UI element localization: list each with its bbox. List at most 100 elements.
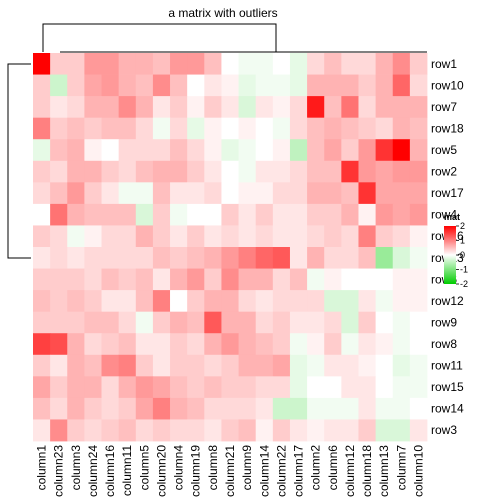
heatmap-cell — [84, 53, 102, 75]
heatmap-cell — [152, 74, 171, 97]
column-label: column5 — [137, 445, 151, 491]
heatmap-cell — [272, 354, 291, 377]
heatmap-cell — [152, 354, 171, 377]
heatmap-cell — [392, 397, 411, 420]
heatmap-cell — [324, 182, 342, 205]
heatmap-cell — [409, 160, 428, 183]
heatmap-cell — [67, 419, 85, 442]
heatmap-cell — [50, 203, 68, 226]
heatmap-cell — [67, 139, 85, 162]
heatmap-cell — [67, 376, 85, 399]
heatmap-cell — [221, 397, 239, 420]
legend-tick-label: -1 — [460, 265, 468, 275]
heatmap-cell — [307, 96, 325, 119]
heatmap-cell — [409, 333, 428, 356]
heatmap-cell — [255, 203, 274, 226]
heatmap-cell — [324, 268, 342, 291]
row-label: row2 — [431, 165, 457, 179]
heatmap-cell — [204, 397, 222, 420]
heatmap-cell — [33, 53, 51, 75]
heatmap-cell — [152, 225, 171, 248]
heatmap-cell — [375, 139, 394, 162]
heatmap-cell — [33, 419, 51, 442]
heatmap-cell — [392, 53, 411, 75]
row-label: row18 — [431, 121, 464, 135]
heatmap-cell — [152, 397, 171, 420]
column-label: column19 — [189, 445, 203, 497]
heatmap-cell — [204, 290, 222, 313]
heatmap-cell — [289, 182, 308, 205]
heatmap-cell — [392, 117, 411, 140]
heatmap-cell — [272, 53, 291, 75]
heatmap-cell — [33, 160, 51, 183]
column-label: column7 — [394, 445, 408, 491]
heatmap-cell — [118, 376, 137, 399]
legend-tick-label: 1 — [460, 236, 465, 246]
row-label: row10 — [431, 78, 464, 92]
heatmap-cell — [289, 74, 308, 97]
heatmap-cell — [272, 247, 291, 269]
heatmap-cell — [307, 182, 325, 205]
heatmap-cell — [101, 376, 120, 399]
heatmap-cell — [358, 182, 377, 205]
heatmap-cell — [33, 225, 51, 248]
heatmap-cell — [238, 74, 257, 97]
legend-tick-label: -2 — [460, 279, 468, 289]
heatmap-cell — [238, 139, 257, 162]
heatmap-cell — [170, 117, 188, 140]
heatmap-cell — [375, 203, 394, 226]
heatmap-cell — [152, 203, 171, 226]
heatmap-cell — [33, 247, 51, 269]
heatmap-cell — [289, 333, 308, 356]
heatmap-cell — [84, 96, 102, 119]
heatmap-cell — [392, 74, 411, 97]
heatmap-cell — [67, 117, 85, 140]
column-label: column2 — [309, 445, 323, 491]
heatmap-cell — [101, 290, 120, 313]
heatmap-cell — [289, 397, 308, 420]
heatmap-cell — [84, 203, 102, 226]
heatmap-cells — [33, 53, 428, 442]
heatmap-cell — [170, 247, 188, 269]
heatmap-cell — [409, 53, 428, 75]
heatmap-cell — [135, 74, 154, 97]
heatmap-cell — [170, 333, 188, 356]
heatmap-cell — [307, 225, 325, 248]
heatmap-cell — [187, 311, 205, 334]
heatmap-cell — [152, 333, 171, 356]
heatmap-cell — [170, 96, 188, 119]
heatmap-cell — [255, 290, 274, 313]
heatmap-cell — [392, 182, 411, 205]
heatmap-cell — [409, 225, 428, 248]
column-label: column4 — [172, 445, 186, 491]
column-label: column23 — [52, 445, 66, 497]
heatmap-cell — [118, 354, 137, 377]
heatmap-cell — [375, 117, 394, 140]
heatmap-cell — [375, 311, 394, 334]
heatmap-cell — [307, 117, 325, 140]
heatmap-cell — [358, 139, 377, 162]
heatmap-cell — [358, 74, 377, 97]
heatmap-cell — [255, 225, 274, 248]
heatmap-cell — [307, 397, 325, 420]
heatmap-cell — [272, 311, 291, 334]
heatmap-cell — [375, 247, 394, 269]
heatmap-cell — [341, 268, 359, 291]
row-label: row12 — [431, 294, 464, 308]
heatmap-cell — [101, 182, 120, 205]
heatmap-cell — [118, 290, 137, 313]
color-legend: mat 2 1 0 -1 -2 — [444, 212, 468, 289]
heatmap-cell — [204, 354, 222, 377]
heatmap-cell — [101, 268, 120, 291]
heatmap-cell — [135, 160, 154, 183]
heatmap-cell — [358, 419, 377, 442]
heatmap-cell — [358, 268, 377, 291]
heatmap-cell — [255, 247, 274, 269]
heatmap-cell — [307, 268, 325, 291]
heatmap-cell — [135, 203, 154, 226]
heatmap-cell — [33, 268, 51, 291]
heatmap-cell — [392, 203, 411, 226]
heatmap-cell — [135, 419, 154, 442]
heatmap-cell — [238, 311, 257, 334]
